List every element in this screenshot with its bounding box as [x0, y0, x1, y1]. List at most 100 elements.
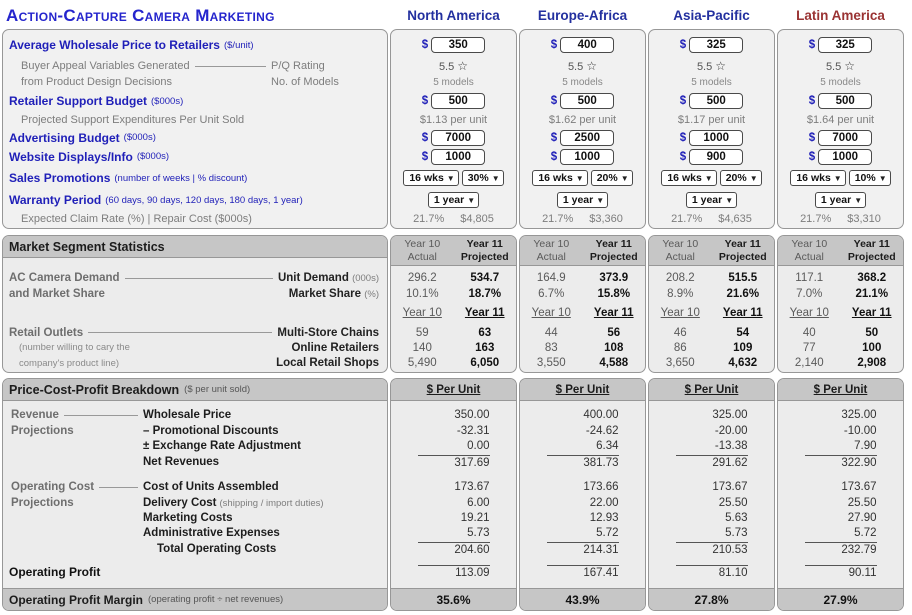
year-subheader-row: Year 10 Year 11	[531, 307, 634, 319]
dropdown-arrow-icon: ▼	[854, 195, 863, 205]
website-budget-input[interactable]	[818, 148, 873, 165]
star-icon: ☆	[844, 59, 856, 73]
local-shops-label: Local Retail Shops	[276, 357, 379, 369]
per-unit-suffix: per unit	[579, 113, 617, 126]
cost-assembled-value: 173.67	[841, 481, 877, 493]
operating-margin-value: 27.8%	[694, 592, 729, 607]
repair-cost-value: $3,310	[847, 212, 881, 225]
marketing-costs-value: 12.93	[589, 511, 619, 524]
claim-rate-value: 21.7%	[542, 212, 574, 225]
wholesale-price-input[interactable]	[689, 37, 744, 53]
admin-expenses-value: 5.72	[596, 526, 619, 539]
buyer-appeal-line2: from Product Design Decisions	[21, 76, 173, 88]
region-profit-panel: $ Per Unit 400.00 -24.62 6.34 381.73 173…	[519, 378, 646, 611]
region-decisions-panel: $ 5.5 ☆ 5 models $ $1.17 per unit	[648, 29, 775, 229]
operating-profit-value: 113.09	[417, 565, 490, 579]
market-share-row: 6.7% 15.8%	[538, 287, 631, 300]
advertising-budget-input[interactable]	[689, 129, 744, 146]
delivery-cost-value: 6.00	[467, 496, 490, 509]
warranty-select[interactable]: 1 year ▼	[556, 192, 609, 208]
star-icon: ☆	[715, 59, 727, 73]
operating-margin-value: 27.9%	[823, 592, 858, 607]
dollar-sign: $	[808, 131, 816, 144]
promo-weeks-select[interactable]: 16 wks ▼	[403, 170, 459, 186]
promo-weeks-select[interactable]: 16 wks ▼	[532, 170, 588, 186]
exchange-rate-row-label: ± Exchange Rate Adjustment	[143, 439, 301, 452]
wholesale-price-row-label: Wholesale Price	[143, 409, 232, 421]
website-unit-label: ($000s)	[136, 151, 170, 162]
dropdown-arrow-icon: ▼	[749, 173, 758, 183]
support-budget-input[interactable]	[818, 93, 873, 109]
models-count-value: 5 models	[820, 77, 861, 88]
total-costs-row-label: Total Operating Costs	[157, 543, 277, 555]
website-budget-input[interactable]	[560, 148, 615, 165]
website-label: Website Displays/Info	[9, 149, 133, 164]
chains-label: Multi-Store Chains	[277, 326, 379, 339]
marketing-costs-value: 27.90	[847, 511, 877, 524]
pq-rating-value: 5.5	[696, 61, 713, 73]
wholesale-price-input[interactable]	[560, 37, 615, 53]
actual-header: Actual	[794, 251, 824, 263]
marketing-costs-row-label: Marketing Costs	[143, 511, 233, 524]
warranty-select[interactable]: 1 year ▼	[685, 192, 738, 208]
advertising-budget-input[interactable]	[431, 129, 486, 146]
advertising-budget-input[interactable]	[818, 129, 873, 146]
region-profit-panel: $ Per Unit 350.00 -32.31 0.00 317.69 173…	[390, 378, 517, 611]
promo-discount-select[interactable]: 20% ▼	[719, 170, 762, 186]
dropdown-arrow-icon: ▼	[620, 173, 629, 183]
buyer-appeal-values: 5.5 ☆ 5 models	[520, 57, 645, 91]
promo-weeks-select[interactable]: 16 wks ▼	[790, 170, 846, 186]
star-icon: ☆	[457, 59, 469, 73]
promo-weeks-select[interactable]: 16 wks ▼	[661, 170, 717, 186]
connector-line	[124, 277, 273, 279]
support-per-unit-value: $1.64	[806, 113, 835, 126]
year-columns-header: Year 10 Actual Year 11 Projected	[649, 236, 774, 266]
promo-discount-select[interactable]: 30% ▼	[461, 170, 504, 186]
repair-cost-value: $4,635	[718, 212, 752, 225]
region-stats-panel: Year 10 Actual Year 11 Projected 117.1 3…	[777, 235, 904, 373]
marketing-costs-value: 19.21	[460, 511, 490, 524]
cost-assembled-value: 173.67	[712, 481, 748, 493]
region-decisions-panel: $ 5.5 ☆ 5 models $ $1.64 per unit	[777, 29, 904, 229]
delivery-cost-row-label: Delivery Cost (shipping / import duties)	[143, 496, 324, 509]
dropdown-arrow-icon: ▼	[878, 173, 887, 183]
exchange-rate-value: 6.34	[596, 439, 619, 452]
support-per-unit-value: $1.13	[419, 113, 448, 126]
website-budget-input[interactable]	[689, 148, 744, 165]
wholesale-price-input[interactable]	[818, 37, 873, 53]
advertising-budget-input[interactable]	[560, 129, 615, 146]
connector-line	[99, 486, 138, 488]
warranty-select[interactable]: 1 year ▼	[814, 192, 867, 208]
promo-discount-select[interactable]: 10% ▼	[848, 170, 891, 186]
dropdown-arrow-icon: ▼	[467, 195, 476, 205]
dollar-sign: $	[550, 95, 558, 107]
dropdown-arrow-icon: ▼	[491, 173, 500, 183]
wholesale-price-input[interactable]	[431, 37, 486, 53]
exchange-rate-value: 7.90	[854, 439, 877, 452]
profit-breakdown-section: Price-Cost-Profit Breakdown ($ per unit …	[2, 378, 909, 611]
cost-assembled-value: 173.66	[583, 481, 619, 493]
support-budget-input[interactable]	[689, 93, 744, 109]
promo-discount-select[interactable]: 20% ▼	[590, 170, 633, 186]
exchange-rate-value: 0.00	[467, 439, 490, 452]
year-columns-header: Year 10 Actual Year 11 Projected	[778, 236, 903, 266]
warranty-select[interactable]: 1 year ▼	[427, 192, 480, 208]
market-share-row: 8.9% 21.6%	[667, 287, 760, 300]
support-budget-input[interactable]	[560, 93, 615, 109]
website-budget-input[interactable]	[431, 148, 486, 165]
claim-rate-value: 21.7%	[413, 212, 445, 225]
margin-band-note: (operating profit ÷ net revenues)	[148, 594, 284, 605]
pq-rating-label: P/Q Rating	[271, 60, 325, 72]
region-decisions-panel: $ 5.5 ☆ 5 models $ $1.62 per unit	[519, 29, 646, 229]
support-budget-input[interactable]	[431, 93, 486, 109]
dollar-sign: $	[550, 131, 558, 144]
market-stats-labels-panel: Market Segment Statistics AC Camera Dema…	[2, 235, 388, 373]
year10-header: Year 10	[404, 238, 441, 250]
chains-row: 44 56	[544, 326, 621, 339]
dollar-sign: $	[550, 39, 558, 51]
admin-expenses-row-label: Administrative Expenses	[143, 526, 280, 539]
models-count-value: 5 models	[691, 77, 732, 88]
delivery-cost-value: 22.00	[589, 496, 619, 509]
year-subheader-row: Year 10 Year 11	[402, 307, 505, 319]
claim-rate-value: 21.7%	[800, 212, 832, 225]
